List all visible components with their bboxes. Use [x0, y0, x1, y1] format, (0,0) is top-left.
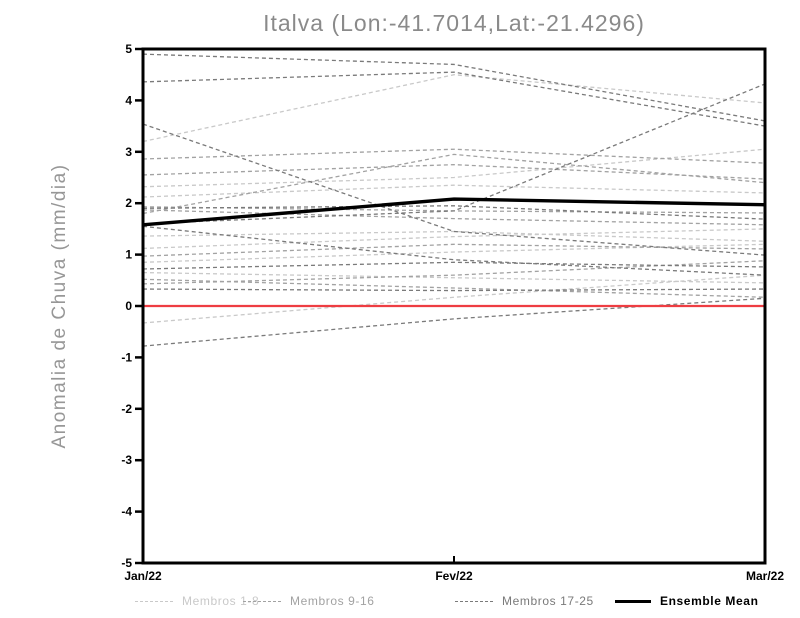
- x-tick-label: Mar/22: [746, 569, 784, 583]
- y-tick-label: -4: [121, 505, 132, 519]
- ensemble-member-line: [142, 228, 766, 250]
- ensemble-member-line: [142, 74, 766, 143]
- y-tick-label: -2: [121, 402, 132, 416]
- legend-label: Membros 9-16: [290, 594, 375, 608]
- ensemble-member-line: [142, 148, 766, 164]
- y-tick-label: -5: [121, 556, 132, 570]
- x-tick-label: Fev/22: [435, 569, 473, 583]
- y-tick-label: 5: [125, 42, 132, 56]
- ensemble-member-line: [142, 274, 766, 324]
- legend-label: Ensemble Mean: [660, 594, 759, 608]
- ensemble-member-line: [142, 209, 766, 226]
- ensemble-member-line: [142, 260, 766, 285]
- solid-line-sample-black: [615, 599, 651, 603]
- chart-title: Italva (Lon:-41.7014,Lat:-21.4296): [263, 10, 645, 36]
- ensemble-member-line: [142, 271, 766, 284]
- legend-item-membros-1-8: Membros 1-8: [135, 593, 259, 609]
- ensemble-member-line: [142, 243, 766, 257]
- legend: Membros 1-8 Membros 9-16 Membros 17-25 E…: [0, 593, 800, 613]
- legend-label: Membros 1-8: [182, 594, 260, 608]
- legend-item-ensemble-mean: Ensemble Mean: [615, 593, 759, 609]
- y-tick-label: 0: [125, 299, 132, 313]
- dashed-line-sample-dark: [455, 600, 493, 602]
- legend-label: Membros 17-25: [502, 594, 594, 608]
- y-axis-label: Anomalia de Chuva (mm/dia): [49, 163, 70, 449]
- ensemble-member-line: [142, 184, 766, 198]
- ensemble-member-line: [142, 53, 766, 122]
- x-tick-label: Jan/22: [124, 569, 162, 583]
- y-tick-label: 3: [125, 145, 132, 159]
- ensemble-member-line: [142, 153, 766, 215]
- y-tick-label: 1: [125, 248, 132, 262]
- legend-item-membros-17-25: Membros 17-25: [455, 593, 594, 609]
- ensemble-mean-line: [142, 197, 766, 227]
- dashed-line-sample-medium: [243, 600, 281, 602]
- dashed-line-sample-light: [135, 600, 173, 602]
- ensemble-member-line: [142, 71, 766, 127]
- ensemble-member-line: [142, 205, 766, 220]
- ensemble-member-line: [142, 278, 766, 298]
- ensemble-member-line: [142, 288, 766, 292]
- ensemble-member-line: [142, 123, 766, 256]
- y-tick-label: -1: [121, 350, 132, 364]
- ensemble-member-line: [142, 261, 766, 270]
- legend-item-membros-9-16: Membros 9-16: [243, 593, 375, 609]
- y-tick-label: -3: [121, 453, 132, 467]
- ensemble-member-line: [142, 225, 766, 276]
- y-tick-label: 2: [125, 196, 132, 210]
- y-tick-label: 4: [125, 93, 132, 107]
- ensemble-member-line: [142, 163, 766, 180]
- ensemble-member-line: [142, 83, 766, 225]
